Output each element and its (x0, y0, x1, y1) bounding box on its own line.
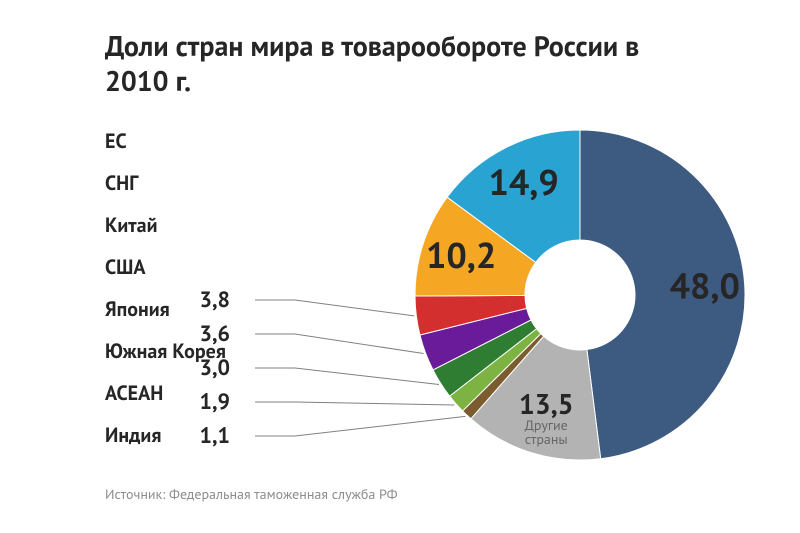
leader-usa (255, 300, 414, 316)
donut-hole (525, 240, 635, 350)
value-label-usa: 3,8 (200, 286, 231, 314)
value-label-eu: 48,0 (670, 262, 740, 309)
page: Доли стран мира в товарообороте России в… (0, 0, 800, 533)
value-label-china: 10,2 (426, 231, 496, 278)
donut-chart: 48,013,5Другиестраны10,214,93,83,63,01,9… (275, 105, 755, 485)
leader-korea (255, 368, 439, 384)
value-label-asean: 1,9 (200, 388, 231, 416)
value-label-japan: 3,6 (200, 320, 231, 348)
caption-other: страны (525, 430, 568, 448)
chart-title: Доли стран мира в товарообороте России в… (105, 28, 665, 98)
leader-asean (255, 402, 454, 405)
leader-japan (255, 334, 424, 354)
value-label-korea: 3,0 (200, 354, 231, 382)
source-text: Источник: Федеральная таможенная служба … (105, 485, 398, 503)
value-label-cis: 14,9 (488, 158, 558, 205)
value-label-india: 1,1 (200, 422, 231, 450)
leader-india (255, 416, 465, 436)
